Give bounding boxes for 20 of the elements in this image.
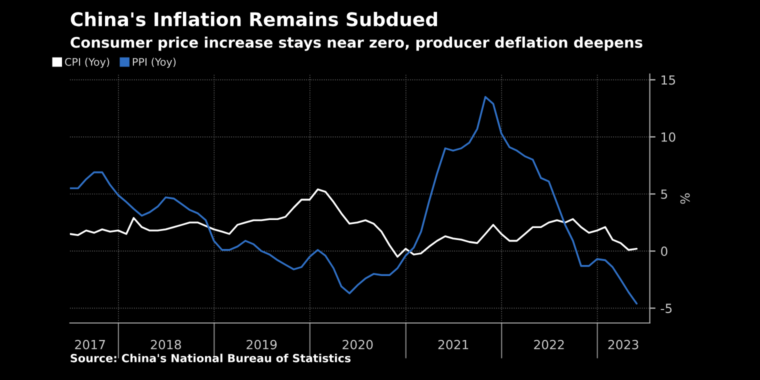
x-tick-label: 2019 — [246, 340, 277, 350]
y-tick-label: -5 — [660, 304, 672, 314]
y-tick-label: 15 — [662, 75, 676, 85]
y-axis-title: % — [680, 193, 690, 204]
legend-label: PPI (Yoy) — [132, 58, 176, 68]
legend-label: CPI (Yoy) — [65, 58, 110, 68]
x-tick-label: 2023 — [608, 340, 638, 350]
y-tick-label: 0 — [661, 246, 668, 256]
source-note: Source: China's National Bureau of Statistics — [70, 354, 351, 362]
chart-title: China's Inflation Remains Subdued — [70, 12, 438, 26]
y-tick-label: 10 — [662, 132, 676, 142]
chart-subtitle: Consumer price increase stays near zero, producer deflation deepens — [70, 36, 642, 51]
line-series — [70, 96, 638, 304]
line-series — [70, 188, 638, 258]
y-tick-label: 5 — [661, 190, 668, 199]
x-tick-label: 2022 — [534, 340, 564, 350]
x-tick-label: 2020 — [342, 340, 373, 350]
x-tick-label: 2021 — [438, 340, 468, 350]
x-tick-label: 2017 — [75, 340, 105, 350]
x-tick-label: 2018 — [150, 340, 181, 350]
